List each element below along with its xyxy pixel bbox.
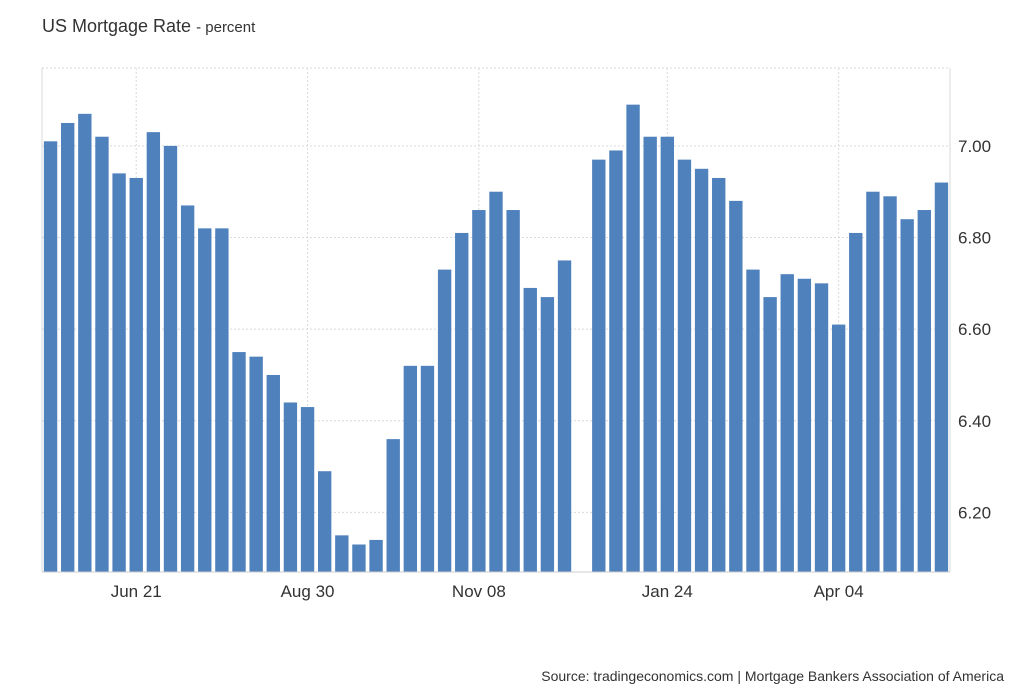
bar <box>369 539 383 572</box>
bar <box>917 210 931 572</box>
bar <box>386 439 400 572</box>
bar <box>78 113 92 573</box>
bar <box>95 136 109 572</box>
bar <box>694 168 709 573</box>
source-note: Source: tradingeconomics.com | Mortgage … <box>541 668 1004 684</box>
bar <box>352 544 366 572</box>
bar <box>609 150 623 573</box>
chart-title: US Mortgage Rate - percent <box>42 16 255 37</box>
bar <box>660 136 675 572</box>
x-tick-label: Apr 04 <box>814 582 864 601</box>
bar <box>866 191 880 572</box>
bar <box>592 159 606 573</box>
bar <box>317 471 332 572</box>
y-tick-label: 6.20 <box>958 503 991 522</box>
bar <box>523 287 537 572</box>
bar <box>763 297 777 572</box>
bar <box>814 283 829 572</box>
bar <box>198 228 212 572</box>
bar <box>403 365 418 572</box>
bar <box>437 269 452 572</box>
y-tick-label: 6.60 <box>958 320 991 339</box>
bar <box>215 228 229 572</box>
bar <box>849 232 863 573</box>
bar <box>163 145 178 572</box>
bar <box>626 104 640 573</box>
bar <box>43 141 58 573</box>
x-tick-label: Nov 08 <box>452 582 506 601</box>
bar <box>746 269 760 572</box>
chart-title-text: US Mortgage Rate <box>42 16 192 36</box>
bar <box>883 196 897 573</box>
bar <box>455 232 469 573</box>
bar <box>797 278 812 572</box>
bar <box>934 182 949 572</box>
bar <box>643 136 657 572</box>
bar <box>831 324 846 572</box>
bar <box>540 297 555 572</box>
bar <box>900 219 914 572</box>
y-tick-label: 7.00 <box>958 137 991 156</box>
bar <box>266 374 280 572</box>
bar <box>112 173 126 572</box>
bar <box>249 356 263 572</box>
bar <box>557 260 572 572</box>
bar <box>677 159 692 573</box>
bar <box>506 210 520 572</box>
bar <box>129 177 143 573</box>
bar <box>712 177 726 573</box>
bar <box>780 274 794 572</box>
x-tick-label: Jan 24 <box>642 582 693 601</box>
bar <box>180 205 195 573</box>
bar <box>300 407 315 572</box>
bar <box>283 402 298 572</box>
bar <box>420 365 435 572</box>
bar <box>472 210 486 572</box>
bar <box>232 352 246 572</box>
x-tick-label: Jun 21 <box>111 582 162 601</box>
chart-unit: - percent <box>196 19 256 36</box>
x-tick-label: Aug 30 <box>281 582 335 601</box>
bar <box>146 132 161 573</box>
bar <box>489 191 503 572</box>
y-tick-label: 6.80 <box>958 229 991 248</box>
bar <box>729 200 743 572</box>
bar <box>61 122 75 573</box>
y-tick-label: 6.40 <box>958 412 991 431</box>
bar <box>335 535 349 572</box>
